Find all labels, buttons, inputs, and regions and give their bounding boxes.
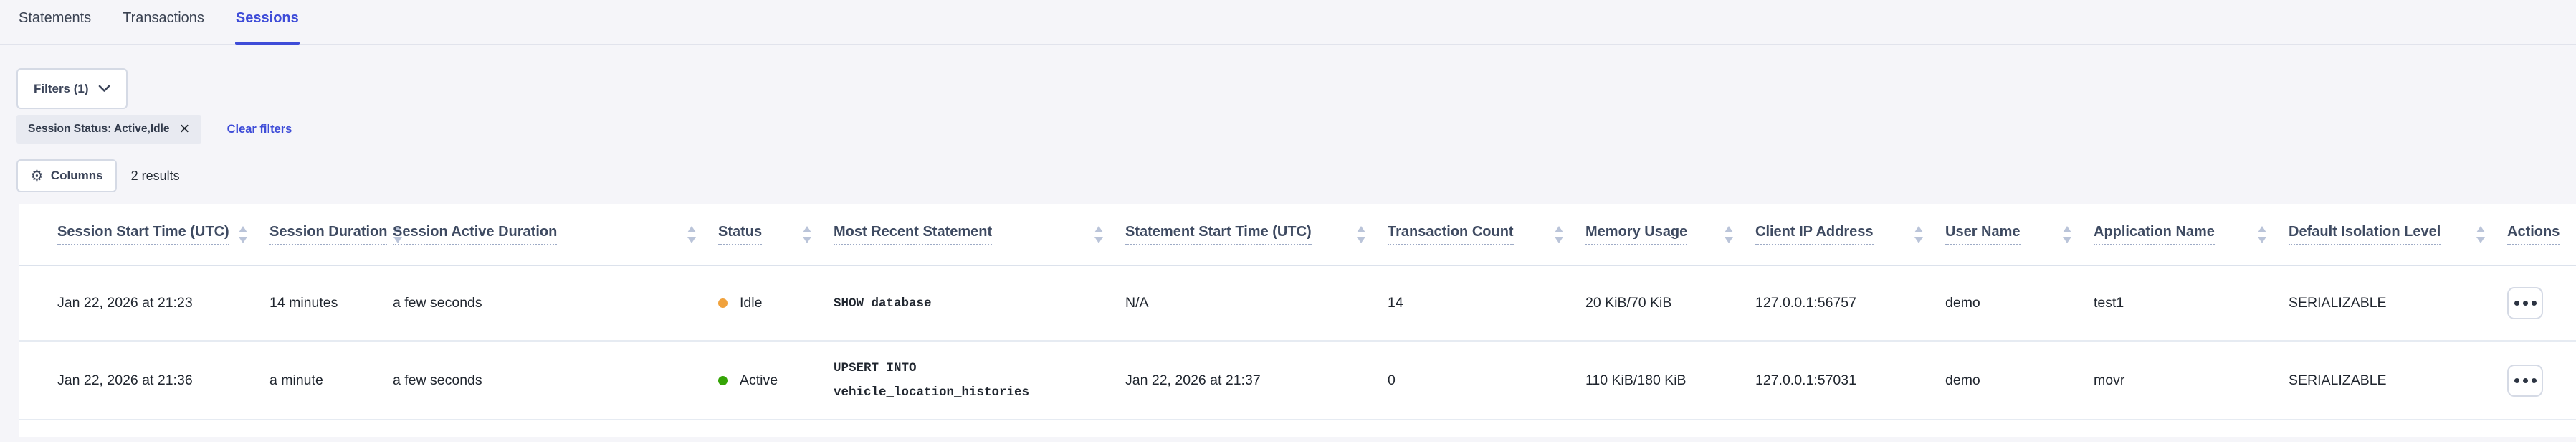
cell-most-recent-statement: UPSERT INTO vehicle_location_histories bbox=[834, 341, 1125, 420]
columns-button-label: Columns bbox=[50, 169, 103, 182]
filter-chip-label: Session Status: Active,Idle bbox=[28, 123, 170, 135]
sessions-table: Session Start Time (UTC) Session Duratio… bbox=[19, 204, 2576, 420]
sort-icon[interactable] bbox=[1094, 225, 1104, 243]
column-header-most-recent-statement[interactable]: Most Recent Statement bbox=[834, 224, 993, 245]
session-row: Jan 22, 2026 at 21:23 14 minutes a few s… bbox=[19, 265, 2576, 341]
sort-icon[interactable] bbox=[1356, 225, 1366, 243]
cell-session-active-duration: a few seconds bbox=[393, 295, 482, 311]
cell-statement-start-time: Jan 22, 2026 at 21:37 bbox=[1125, 372, 1261, 388]
sort-icon[interactable] bbox=[393, 225, 403, 243]
clear-filters-link[interactable]: Clear filters bbox=[226, 122, 292, 136]
cell-status: Active bbox=[718, 341, 834, 420]
active-filters-row: Session Status: Active,Idle × Clear filt… bbox=[16, 115, 2576, 144]
session-actions-button[interactable] bbox=[2507, 364, 2543, 397]
statement-text: SHOW database bbox=[834, 296, 932, 311]
status-dot-idle bbox=[718, 298, 728, 308]
cell-status: Idle bbox=[718, 265, 834, 341]
cell-memory-usage: 20 KiB/70 KiB bbox=[1585, 295, 1672, 311]
cell-transaction-count: 14 bbox=[1388, 295, 1403, 311]
sort-icon[interactable] bbox=[2257, 225, 2267, 243]
cell-client-ip: 127.0.0.1:57031 bbox=[1755, 372, 1856, 388]
cell-session-start-time: Jan 22, 2026 at 21:23 bbox=[57, 295, 193, 311]
sort-icon[interactable] bbox=[1914, 225, 1924, 243]
sort-icon[interactable] bbox=[2476, 225, 2486, 243]
gear-icon: ⚙ bbox=[30, 166, 44, 184]
sort-icon[interactable] bbox=[802, 225, 812, 243]
column-header-session-duration[interactable]: Session Duration bbox=[269, 224, 388, 245]
sort-icon[interactable] bbox=[1724, 225, 1734, 243]
filters-section: Filters (1) Session Status: Active,Idle … bbox=[0, 45, 2576, 192]
tab-bar: Statements Transactions Sessions bbox=[0, 0, 2576, 45]
column-header-session-active-duration[interactable]: Session Active Duration bbox=[393, 224, 558, 245]
columns-button[interactable]: ⚙ Columns bbox=[16, 159, 117, 192]
statement-text: UPSERT INTO vehicle_location_histories bbox=[834, 361, 1030, 400]
status-label: Idle bbox=[740, 295, 763, 311]
cell-memory-usage: 110 KiB/180 KiB bbox=[1585, 372, 1687, 388]
cell-session-active-duration: a few seconds bbox=[393, 372, 482, 388]
filter-chip-session-status: Session Status: Active,Idle × bbox=[16, 115, 201, 144]
filters-button-label: Filters (1) bbox=[34, 81, 89, 95]
cell-statement-start-time: N/A bbox=[1125, 295, 1149, 311]
cell-actions bbox=[2507, 341, 2576, 420]
cell-session-duration: 14 minutes bbox=[269, 295, 338, 311]
sort-icon[interactable] bbox=[1554, 225, 1564, 243]
status-label: Active bbox=[740, 372, 778, 388]
column-header-user-name[interactable]: User Name bbox=[1945, 224, 2021, 245]
ellipsis-icon bbox=[2514, 377, 2537, 383]
cell-application-name: movr bbox=[2094, 372, 2125, 388]
sort-icon[interactable] bbox=[2062, 225, 2072, 243]
cell-session-duration: a minute bbox=[269, 372, 323, 388]
session-actions-button[interactable] bbox=[2507, 287, 2543, 319]
cell-isolation-level: SERIALIZABLE bbox=[2289, 295, 2387, 311]
column-header-transaction-count[interactable]: Transaction Count bbox=[1388, 224, 1514, 245]
results-count: 2 results bbox=[130, 168, 180, 183]
column-header-application-name[interactable]: Application Name bbox=[2094, 224, 2215, 245]
column-header-memory-usage[interactable]: Memory Usage bbox=[1585, 224, 1688, 245]
table-controls-row: ⚙ Columns 2 results bbox=[16, 159, 2576, 192]
tab-statements[interactable]: Statements bbox=[19, 10, 92, 26]
tab-transactions[interactable]: Transactions bbox=[123, 10, 204, 26]
column-header-session-start-time[interactable]: Session Start Time (UTC) bbox=[57, 224, 229, 245]
header-row: Session Start Time (UTC) Session Duratio… bbox=[19, 204, 2576, 265]
filters-button[interactable]: Filters (1) bbox=[16, 68, 128, 109]
cell-isolation-level: SERIALIZABLE bbox=[2289, 372, 2387, 388]
cell-session-start-time: Jan 22, 2026 at 21:36 bbox=[57, 372, 193, 388]
cell-most-recent-statement: SHOW database bbox=[834, 265, 1125, 341]
sessions-table-card: Session Start Time (UTC) Session Duratio… bbox=[19, 204, 2576, 437]
tab-sessions[interactable]: Sessions bbox=[234, 1, 300, 45]
sort-icon[interactable] bbox=[238, 225, 248, 243]
status-dot-active bbox=[718, 375, 728, 385]
cell-actions bbox=[2507, 265, 2576, 341]
column-header-actions[interactable]: Actions bbox=[2507, 224, 2560, 245]
sort-icon[interactable] bbox=[687, 225, 697, 243]
ellipsis-icon bbox=[2514, 301, 2537, 306]
cell-client-ip: 127.0.0.1:56757 bbox=[1755, 295, 1856, 311]
cell-user-name: demo bbox=[1945, 372, 1980, 388]
column-header-status[interactable]: Status bbox=[718, 224, 763, 245]
column-header-default-isolation-level[interactable]: Default Isolation Level bbox=[2289, 224, 2441, 245]
session-row: Jan 22, 2026 at 21:36 a minute a few sec… bbox=[19, 341, 2576, 420]
column-header-client-ip[interactable]: Client IP Address bbox=[1755, 224, 1874, 245]
cell-transaction-count: 0 bbox=[1388, 372, 1396, 388]
cell-application-name: test1 bbox=[2094, 295, 2124, 311]
remove-filter-icon[interactable]: × bbox=[179, 119, 190, 138]
column-header-statement-start-time[interactable]: Statement Start Time (UTC) bbox=[1125, 224, 1312, 245]
chevron-down-icon bbox=[98, 85, 110, 92]
cell-user-name: demo bbox=[1945, 295, 1980, 311]
